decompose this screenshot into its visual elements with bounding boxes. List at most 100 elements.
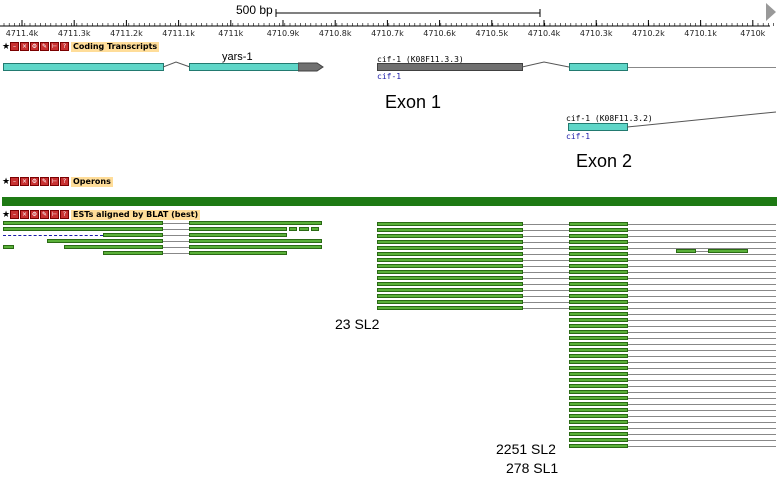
minus-icon[interactable]: – xyxy=(10,210,19,219)
operons-track-title[interactable]: Operons xyxy=(71,176,113,187)
est-alignment[interactable] xyxy=(569,324,628,328)
minus-icon[interactable]: – xyxy=(10,177,19,186)
est-alignment[interactable] xyxy=(569,396,628,400)
est-alignment[interactable] xyxy=(708,249,748,253)
est-alignment[interactable] xyxy=(311,227,319,231)
est-alignment[interactable] xyxy=(189,251,287,255)
est-alignment[interactable] xyxy=(569,228,628,232)
close-icon[interactable]: × xyxy=(20,177,29,186)
est-alignment[interactable] xyxy=(377,300,523,304)
est-alignment[interactable] xyxy=(569,354,628,358)
est-alignment[interactable] xyxy=(569,420,628,424)
edit-icon[interactable]: ✎ xyxy=(40,210,49,219)
est-alignment[interactable] xyxy=(569,246,628,250)
bracket-icon[interactable]: ⊢ xyxy=(50,210,59,219)
est-alignment[interactable] xyxy=(377,306,523,310)
est-alignment[interactable] xyxy=(569,318,628,322)
config-icon[interactable]: ⚙ xyxy=(30,42,39,51)
est-alignment[interactable] xyxy=(569,282,628,286)
est-alignment[interactable] xyxy=(299,227,309,231)
est-alignment[interactable] xyxy=(569,264,628,268)
operon-bar[interactable] xyxy=(2,197,777,206)
cif-b-locus[interactable]: cif-1 xyxy=(566,132,591,141)
coding-track-title[interactable]: Coding Transcripts xyxy=(71,41,160,52)
help-icon[interactable]: ? xyxy=(60,177,69,186)
config-icon[interactable]: ⚙ xyxy=(30,210,39,219)
est-alignment[interactable] xyxy=(64,245,163,249)
star-icon[interactable]: ★ xyxy=(2,210,11,220)
yars-exon[interactable] xyxy=(3,63,164,71)
est-alignment[interactable] xyxy=(377,246,523,250)
est-alignment[interactable] xyxy=(569,432,628,436)
est-alignment[interactable] xyxy=(569,360,628,364)
est-alignment[interactable] xyxy=(189,221,322,225)
est-alignment[interactable] xyxy=(377,258,523,262)
edit-icon[interactable]: ✎ xyxy=(40,177,49,186)
est-alignment[interactable] xyxy=(377,270,523,274)
est-alignment[interactable] xyxy=(569,222,628,226)
ests-track-title[interactable]: ESTs aligned by BLAT (best) xyxy=(71,209,201,220)
est-alignment[interactable] xyxy=(3,245,14,249)
est-alignment[interactable] xyxy=(377,294,523,298)
est-alignment[interactable] xyxy=(377,240,523,244)
est-alignment[interactable] xyxy=(569,426,628,430)
est-alignment[interactable] xyxy=(569,270,628,274)
est-alignment[interactable] xyxy=(569,252,628,256)
est-alignment[interactable] xyxy=(569,378,628,382)
est-alignment[interactable] xyxy=(569,402,628,406)
star-icon[interactable]: ★ xyxy=(2,42,11,52)
bracket-icon[interactable]: ⊢ xyxy=(50,177,59,186)
est-alignment[interactable] xyxy=(103,251,163,255)
config-icon[interactable]: ⚙ xyxy=(30,177,39,186)
est-alignment[interactable] xyxy=(289,227,297,231)
est-alignment[interactable] xyxy=(569,288,628,292)
est-alignment[interactable] xyxy=(377,276,523,280)
close-icon[interactable]: × xyxy=(20,210,29,219)
cif-a-locus[interactable]: cif-1 xyxy=(377,72,402,81)
est-alignment[interactable] xyxy=(377,222,523,226)
est-alignment[interactable] xyxy=(569,390,628,394)
est-alignment[interactable] xyxy=(569,414,628,418)
close-icon[interactable]: × xyxy=(20,42,29,51)
est-alignment[interactable] xyxy=(569,384,628,388)
scroll-right-icon[interactable] xyxy=(766,3,776,21)
est-alignment[interactable] xyxy=(569,366,628,370)
est-alignment[interactable] xyxy=(377,288,523,292)
yars-exon-end[interactable] xyxy=(298,62,324,72)
est-alignment[interactable] xyxy=(47,239,163,243)
est-alignment[interactable] xyxy=(189,227,287,231)
est-alignment[interactable] xyxy=(3,221,163,225)
est-alignment[interactable] xyxy=(569,438,628,442)
est-alignment[interactable] xyxy=(569,234,628,238)
est-alignment[interactable] xyxy=(569,336,628,340)
est-alignment[interactable] xyxy=(569,312,628,316)
bracket-icon[interactable]: ⊢ xyxy=(50,42,59,51)
est-alignment[interactable] xyxy=(377,264,523,268)
est-alignment[interactable] xyxy=(569,306,628,310)
minus-icon[interactable]: – xyxy=(10,42,19,51)
cif-a-exon[interactable] xyxy=(377,63,523,71)
star-icon[interactable]: ★ xyxy=(2,177,11,187)
est-alignment[interactable] xyxy=(569,372,628,376)
est-alignment[interactable] xyxy=(569,444,628,448)
est-alignment[interactable] xyxy=(3,227,163,231)
cif-a-exon[interactable] xyxy=(569,63,628,71)
yars-exon[interactable] xyxy=(189,63,299,71)
est-alignment[interactable] xyxy=(377,234,523,238)
est-alignment[interactable] xyxy=(377,252,523,256)
est-alignment[interactable] xyxy=(569,240,628,244)
est-alignment[interactable] xyxy=(377,228,523,232)
est-alignment[interactable] xyxy=(377,282,523,286)
est-alignment[interactable] xyxy=(189,239,322,243)
est-alignment[interactable] xyxy=(103,233,163,237)
est-alignment[interactable] xyxy=(189,233,287,237)
cif-b-exon[interactable] xyxy=(568,123,628,131)
est-alignment[interactable] xyxy=(569,408,628,412)
est-alignment[interactable] xyxy=(569,342,628,346)
est-alignment[interactable] xyxy=(189,245,322,249)
est-alignment[interactable] xyxy=(569,348,628,352)
edit-icon[interactable]: ✎ xyxy=(40,42,49,51)
est-alignment[interactable] xyxy=(569,276,628,280)
est-alignment[interactable] xyxy=(676,249,696,253)
est-alignment[interactable] xyxy=(569,294,628,298)
